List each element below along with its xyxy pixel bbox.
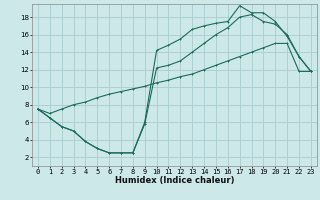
X-axis label: Humidex (Indice chaleur): Humidex (Indice chaleur) xyxy=(115,176,234,185)
